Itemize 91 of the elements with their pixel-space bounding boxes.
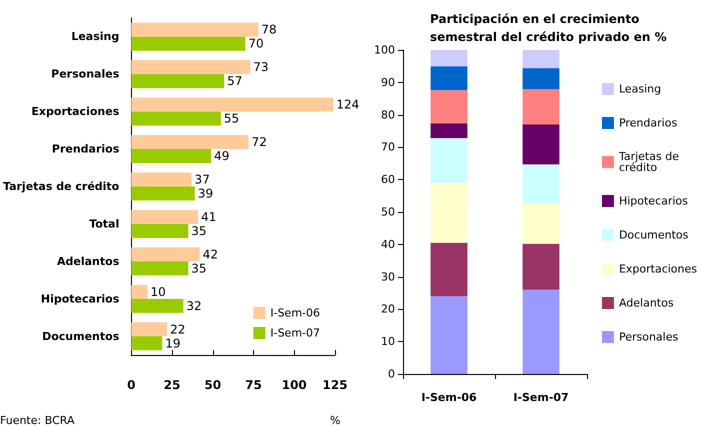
bar [131, 149, 212, 164]
data-label: 35 [191, 261, 207, 276]
legend-label: Leasing [618, 82, 662, 96]
bar [522, 244, 560, 290]
legend-label: Personales [618, 330, 678, 344]
bar [522, 124, 560, 164]
data-label: 72 [252, 135, 267, 150]
source-note: Fuente: BCRA [0, 414, 75, 426]
data-label: 57 [227, 74, 242, 88]
data-label: 70 [248, 36, 264, 51]
chart-title: Participación en el crecimiento semestral del crédito privado en % [430, 12, 667, 44]
bar [430, 90, 468, 124]
data-label: 124 [336, 98, 360, 112]
y-tick-label: 60 [381, 173, 395, 186]
data-label: 37 [194, 172, 210, 186]
data-label: 55 [224, 112, 240, 126]
bar [131, 210, 198, 224]
x-tick-label: 0 [127, 378, 136, 392]
bar [131, 98, 334, 112]
bar [522, 204, 560, 244]
bar [430, 124, 468, 138]
legend-label: Hipotecarios [618, 194, 688, 208]
data-label: 49 [214, 149, 230, 164]
legend-label: Documentos [618, 228, 689, 242]
x-axis-title: % [330, 414, 340, 426]
bar [131, 112, 221, 126]
bar [131, 36, 246, 51]
bar [522, 68, 560, 90]
data-label: 19 [165, 336, 181, 350]
y-tick-label: 30 [381, 270, 395, 284]
legend-label: I-Sem-06 [270, 306, 320, 320]
y-tick-label: Adelantos [57, 254, 120, 268]
data-label: 39 [198, 186, 214, 200]
bar [131, 135, 249, 150]
y-tick-label: 100 [374, 44, 395, 56]
y-tick-label: 80 [381, 108, 395, 122]
y-tick-label: 20 [381, 302, 395, 316]
y-tick-label: Total [89, 217, 120, 230]
data-label: 35 [191, 224, 207, 238]
x-tick-label: 125 [322, 378, 348, 392]
bar [430, 296, 468, 374]
legend-label: Adelantos [618, 296, 674, 310]
data-label: 22 [170, 322, 186, 336]
y-tick-label: Prendarios [52, 142, 120, 156]
bar [131, 261, 188, 276]
bar [131, 298, 184, 313]
legend-label: Tarjetas de crédito [618, 150, 682, 174]
data-label: 73 [253, 60, 269, 74]
bar [131, 186, 195, 200]
x-tick-label: 100 [282, 378, 307, 392]
y-tick-label: Hipotecarios [40, 292, 120, 306]
bar [131, 224, 188, 238]
data-label: 42 [202, 247, 218, 262]
data-label: 32 [186, 298, 202, 313]
bar [131, 336, 162, 350]
bar [131, 60, 250, 74]
data-label: 78 [261, 22, 277, 37]
bar [131, 22, 258, 37]
legend-label: Prendarios [618, 116, 678, 130]
bar [131, 247, 200, 262]
bar [522, 89, 560, 125]
data-label: 41 [201, 210, 216, 224]
y-tick-label: Exportaciones [31, 105, 120, 118]
bar [430, 182, 468, 243]
y-tick-label: 50 [381, 206, 395, 218]
bar [522, 290, 560, 374]
legend-label: I-Sem-07 [270, 326, 320, 340]
y-tick-label: 70 [381, 140, 395, 154]
data-label: 10 [150, 284, 166, 299]
y-tick-label: 90 [381, 76, 395, 89]
bar [430, 138, 468, 183]
y-tick-label: Tarjetas de crédito [2, 180, 120, 193]
legend-label: Exportaciones [618, 262, 698, 276]
y-tick-label: 40 [381, 238, 395, 251]
x-tick-label: 50 [204, 378, 222, 392]
bar [430, 242, 468, 296]
bar [131, 284, 148, 299]
bar [430, 50, 468, 66]
bar [522, 50, 560, 68]
y-tick-label: Personales [51, 68, 120, 81]
x-tick-label: 75 [245, 378, 262, 392]
y-tick-label: Documentos [42, 330, 120, 343]
bar [522, 164, 560, 204]
bar [131, 322, 168, 336]
bar [131, 74, 224, 88]
y-tick-label: 10 [381, 335, 395, 348]
x-tick-label: 25 [164, 378, 180, 392]
y-tick-label: 0 [388, 368, 395, 380]
bar [131, 172, 192, 186]
y-tick-label: Leasing [71, 30, 120, 44]
bar [430, 66, 468, 90]
